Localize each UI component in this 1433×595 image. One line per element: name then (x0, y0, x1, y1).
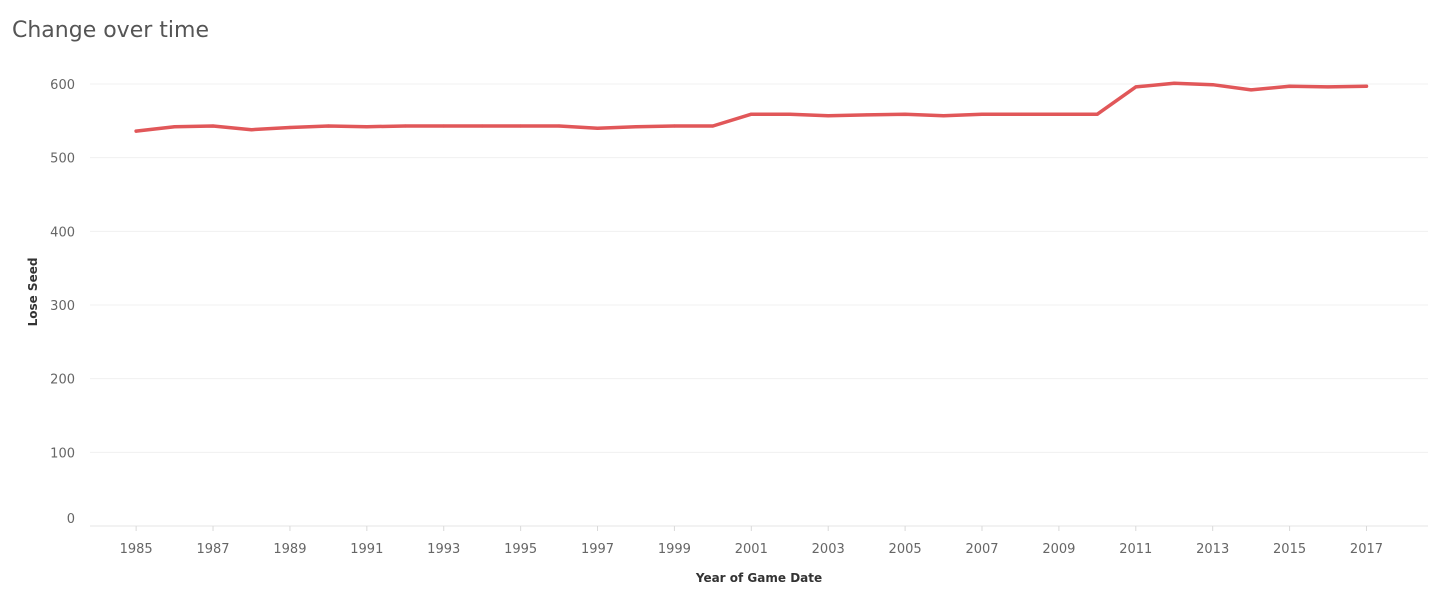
x-tick-label: 2005 (889, 542, 922, 557)
x-tick-label: 1991 (350, 542, 383, 557)
data-point (1018, 112, 1023, 116)
data-point (403, 124, 407, 128)
y-tick-label: 500 (50, 152, 75, 167)
y-tick-label: 300 (50, 299, 75, 314)
data-point (172, 125, 177, 129)
y-tick-label: 400 (50, 225, 75, 240)
x-tick-label: 2009 (1042, 542, 1075, 557)
y-tick-label: 200 (50, 373, 75, 388)
data-point (941, 114, 946, 118)
data-point (788, 112, 792, 116)
data-point (1326, 85, 1330, 89)
data-point (865, 113, 869, 117)
data-point (1249, 88, 1253, 92)
data-point (1172, 81, 1176, 85)
x-tick-label: 1995 (504, 542, 537, 557)
x-tick-label: 1985 (120, 542, 153, 557)
chart-title: Change over time (12, 18, 209, 43)
data-point (1287, 84, 1292, 88)
data-point (672, 124, 677, 128)
data-point (480, 124, 484, 128)
data-point (749, 112, 753, 116)
data-point (711, 124, 715, 128)
data-point (1364, 84, 1369, 88)
x-tick-label: 2013 (1196, 542, 1229, 557)
data-point (211, 124, 215, 128)
y-tick-label: 0 (67, 512, 75, 527)
x-axis: 1985 1987 1989 1991 1993 1995 1997 1999 2001 2003… (120, 526, 1383, 557)
data-point (634, 125, 638, 129)
x-tick-label: 1993 (427, 542, 460, 557)
data-point (1211, 83, 1215, 87)
data-point (1057, 112, 1061, 116)
data-point (557, 124, 561, 128)
data-point (249, 128, 254, 132)
data-point (134, 129, 138, 133)
series-layer (134, 81, 1369, 133)
x-tick-label: 1999 (658, 542, 691, 557)
data-point (595, 126, 600, 130)
series-line (134, 81, 1369, 133)
gridlines (90, 83, 1428, 527)
x-tick-label: 1997 (581, 542, 614, 557)
data-point (442, 124, 446, 128)
data-point (365, 125, 369, 129)
x-tick-label: 2017 (1350, 542, 1383, 557)
data-point (519, 124, 523, 128)
y-tick-label: 100 (50, 446, 75, 461)
y-axis: 0 100 200 300 400 500 600 (50, 78, 75, 527)
x-tick-label: 2001 (735, 542, 768, 557)
x-tick-label: 2007 (965, 542, 998, 557)
data-point (980, 112, 984, 116)
x-tick-label: 1987 (196, 542, 229, 557)
data-point (1095, 112, 1099, 116)
y-tick-label: 600 (50, 78, 75, 93)
y-axis-title: Lose Seed (26, 258, 40, 327)
x-tick-label: 2003 (812, 542, 845, 557)
data-point (903, 112, 907, 116)
data-point (826, 114, 830, 118)
x-axis-title: Year of Game Date (695, 571, 822, 585)
data-point (288, 125, 292, 130)
data-point (1134, 85, 1138, 89)
x-tick-label: 2011 (1119, 542, 1152, 557)
x-tick-label: 1989 (273, 542, 306, 557)
x-tick-label: 2015 (1273, 542, 1306, 557)
data-point (326, 124, 330, 128)
